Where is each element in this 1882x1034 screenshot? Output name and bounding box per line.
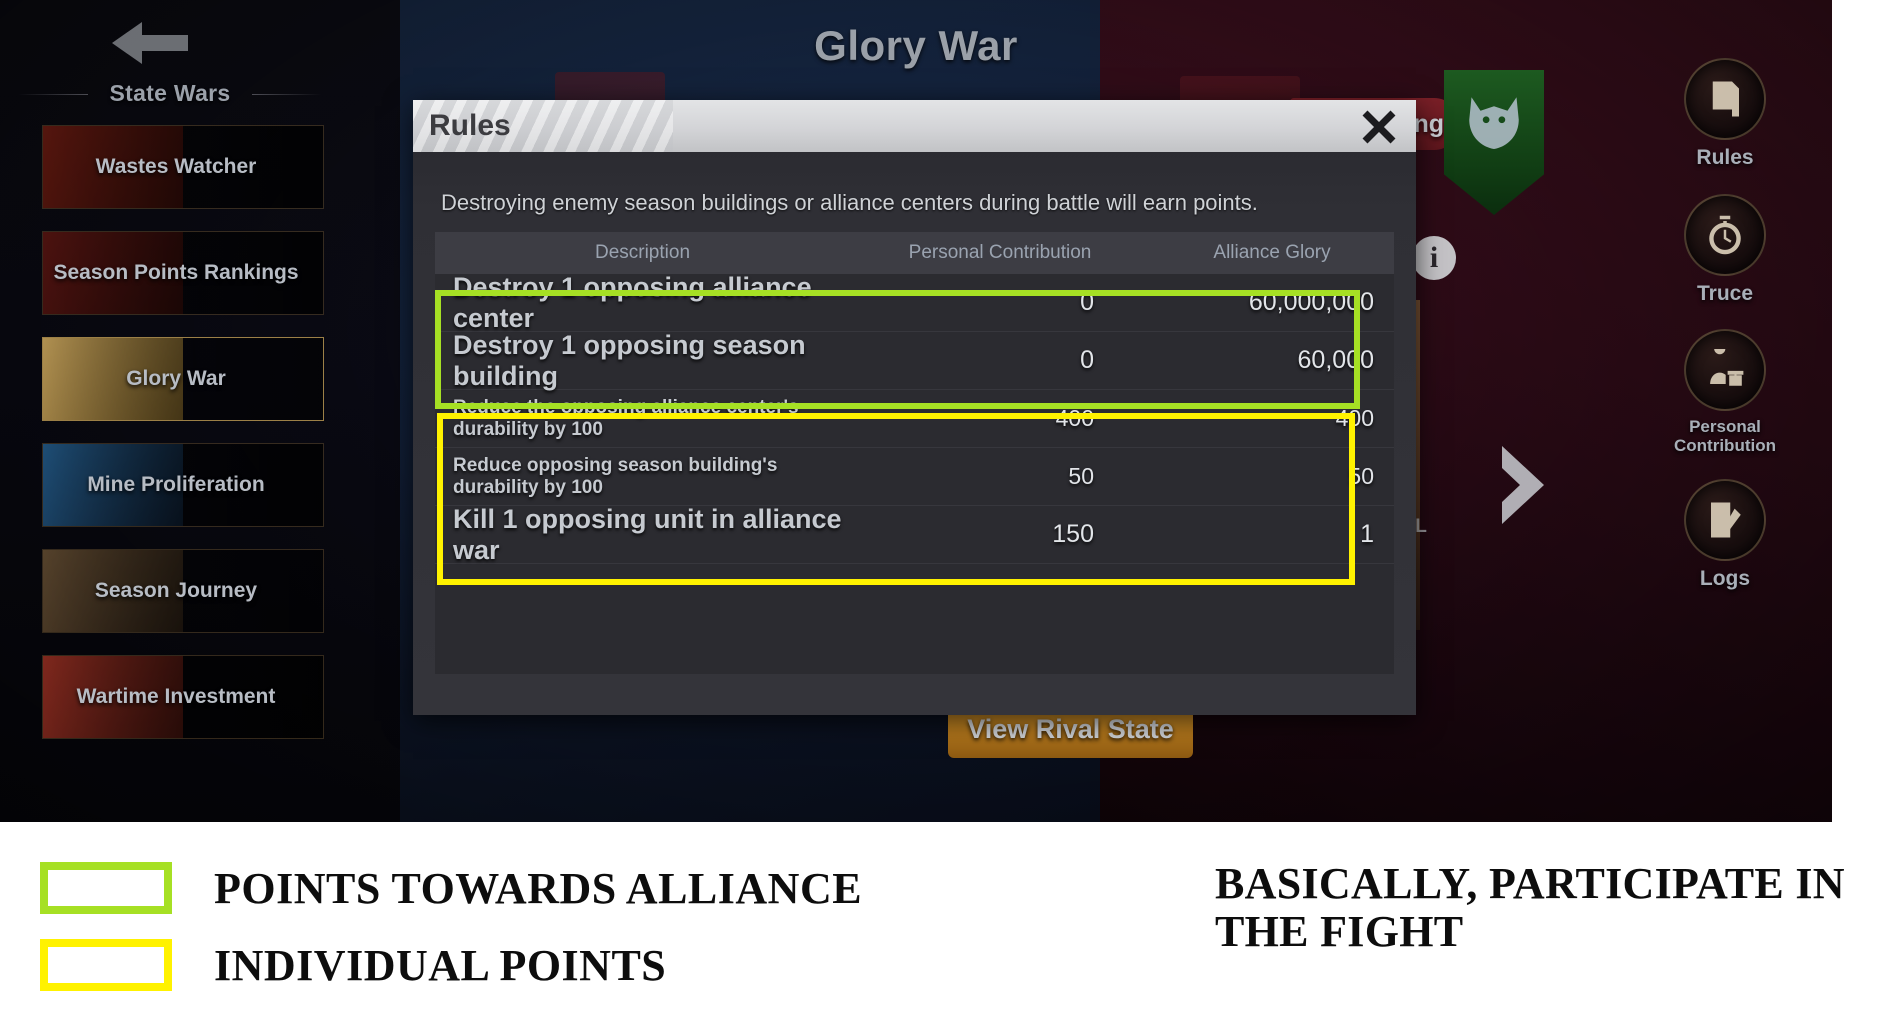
- rules-dialog: Rules Destroying enemy season buildings …: [413, 100, 1416, 715]
- table-row: Kill 1 opposing unit in alliance war 150…: [435, 503, 1394, 565]
- cell-alliance-glory: 1: [1360, 520, 1374, 548]
- sidebar-item-wartime-investment[interactable]: Wartime Investment: [42, 655, 324, 739]
- legend-swatch-yellow: [40, 939, 172, 991]
- cell-personal-contribution: 0: [1080, 346, 1094, 374]
- table-empty-space: [435, 564, 1394, 674]
- table-row: Destroy 1 opposing season building 0 60,…: [435, 329, 1394, 391]
- sidebar-item-glory-war[interactable]: Glory War: [42, 337, 324, 421]
- table-row: Destroy 1 opposing alliance center 0 60,…: [435, 271, 1394, 333]
- sidebar-item-label: Wartime Investment: [76, 684, 276, 708]
- column-header-alliance-glory: Alliance Glory: [1213, 242, 1331, 263]
- sidebar-header: State Wars: [0, 80, 340, 107]
- close-icon[interactable]: [1358, 106, 1400, 148]
- sidebar-item-label: Wastes Watcher: [95, 154, 257, 178]
- cell-description: Destroy 1 opposing season building: [453, 329, 806, 391]
- action-icon-rail: Rules Truce: [1640, 58, 1810, 615]
- game-screen: Glory War State Wars Wastes Watcher Seas…: [0, 0, 1832, 822]
- rail-label: Personal Contribution: [1674, 417, 1776, 456]
- dialog-titlebar: Rules: [413, 100, 1416, 152]
- cell-description: Reduce opposing season building's durabi…: [453, 454, 778, 498]
- info-icon[interactable]: i: [1412, 236, 1456, 280]
- sidebar-item-season-journey[interactable]: Season Journey: [42, 549, 324, 633]
- rail-label: Truce: [1696, 281, 1754, 305]
- cell-personal-contribution: 400: [1055, 405, 1094, 431]
- page-title: Glory War: [814, 22, 1018, 69]
- sidebar-item-season-points-rankings[interactable]: Season Points Rankings: [42, 231, 324, 315]
- cell-personal-contribution: 0: [1080, 288, 1094, 316]
- notes-pencil-icon: [1684, 479, 1766, 562]
- cell-description: Reduce the opposing alliance center's du…: [453, 396, 799, 440]
- chevron-right-icon[interactable]: [1494, 440, 1550, 530]
- dialog-title: Rules: [429, 109, 511, 142]
- rules-table: Description Personal Contribution Allian…: [435, 232, 1394, 674]
- table-header-row: Description Personal Contribution Allian…: [435, 232, 1394, 274]
- titlebar-stripe-decoration: [413, 100, 673, 152]
- sidebar-item-label: Season Journey: [94, 578, 258, 602]
- legend-entry-individual: INDIVIDUAL POINTS: [40, 939, 666, 991]
- column-header-description: Description: [594, 242, 691, 263]
- cell-alliance-glory: 60,000: [1297, 346, 1374, 374]
- document-rules-icon: [1684, 58, 1766, 140]
- thumbnail-overlay: [43, 444, 323, 526]
- back-arrow-icon[interactable]: [108, 18, 192, 68]
- state-wars-sidebar: State Wars Wastes Watcher Season Points …: [0, 80, 340, 822]
- cell-alliance-glory: 400: [1335, 405, 1374, 431]
- table-row: Reduce opposing season building's durabi…: [435, 448, 1394, 506]
- thumbnail-overlay: [43, 126, 323, 208]
- cell-description: Kill 1 opposing unit in alliance war: [453, 503, 842, 565]
- thumbnail-overlay: [43, 550, 323, 632]
- sidebar-item-label: Glory War: [126, 366, 226, 390]
- cell-alliance-glory: 60,000,000: [1248, 288, 1374, 316]
- rail-label: Rules: [1696, 146, 1754, 169]
- annotation-band: POINTS TOWARDS ALLIANCE INDIVIDUAL POINT…: [0, 822, 1882, 1034]
- rail-button-rules[interactable]: Rules: [1640, 58, 1810, 170]
- table-row: Reduce the opposing alliance center's du…: [435, 390, 1394, 448]
- dialog-intro-text: Destroying enemy season buildings or all…: [441, 190, 1258, 215]
- rail-button-logs[interactable]: Logs: [1640, 479, 1810, 591]
- thumbnail-overlay: [43, 338, 323, 420]
- sidebar-item-mine-proliferation[interactable]: Mine Proliferation: [42, 443, 324, 527]
- column-header-personal-contribution: Personal Contribution: [908, 242, 1092, 263]
- cell-personal-contribution: 150: [1052, 520, 1094, 548]
- legend-entry-alliance: POINTS TOWARDS ALLIANCE: [40, 862, 862, 914]
- sidebar-item-label: Season Points Rankings: [53, 260, 299, 284]
- cell-personal-contribution: 50: [1068, 463, 1094, 489]
- legend-label: INDIVIDUAL POINTS: [214, 940, 667, 990]
- legend-label: POINTS TOWARDS ALLIANCE: [214, 863, 863, 913]
- sidebar-item-wastes-watcher[interactable]: Wastes Watcher: [42, 125, 324, 209]
- stopwatch-icon: [1684, 193, 1766, 276]
- cell-description: Destroy 1 opposing alliance center: [453, 271, 812, 333]
- rail-label: Logs: [1699, 567, 1751, 591]
- rail-button-personal-contribution[interactable]: Personal Contribution: [1640, 329, 1810, 455]
- person-gift-icon: [1684, 329, 1766, 412]
- legend-swatch-green: [40, 862, 172, 914]
- thumbnail-overlay: [43, 232, 323, 314]
- rail-button-truce[interactable]: Truce: [1640, 193, 1810, 306]
- annotation-note: BASICALLY, PARTICIPATE IN THE FIGHT: [1215, 859, 1845, 956]
- thumbnail-overlay: [43, 656, 323, 738]
- sidebar-item-label: Mine Proliferation: [87, 472, 265, 496]
- cell-alliance-glory: 50: [1348, 463, 1374, 489]
- dialog-body: Destroying enemy season buildings or all…: [413, 152, 1416, 715]
